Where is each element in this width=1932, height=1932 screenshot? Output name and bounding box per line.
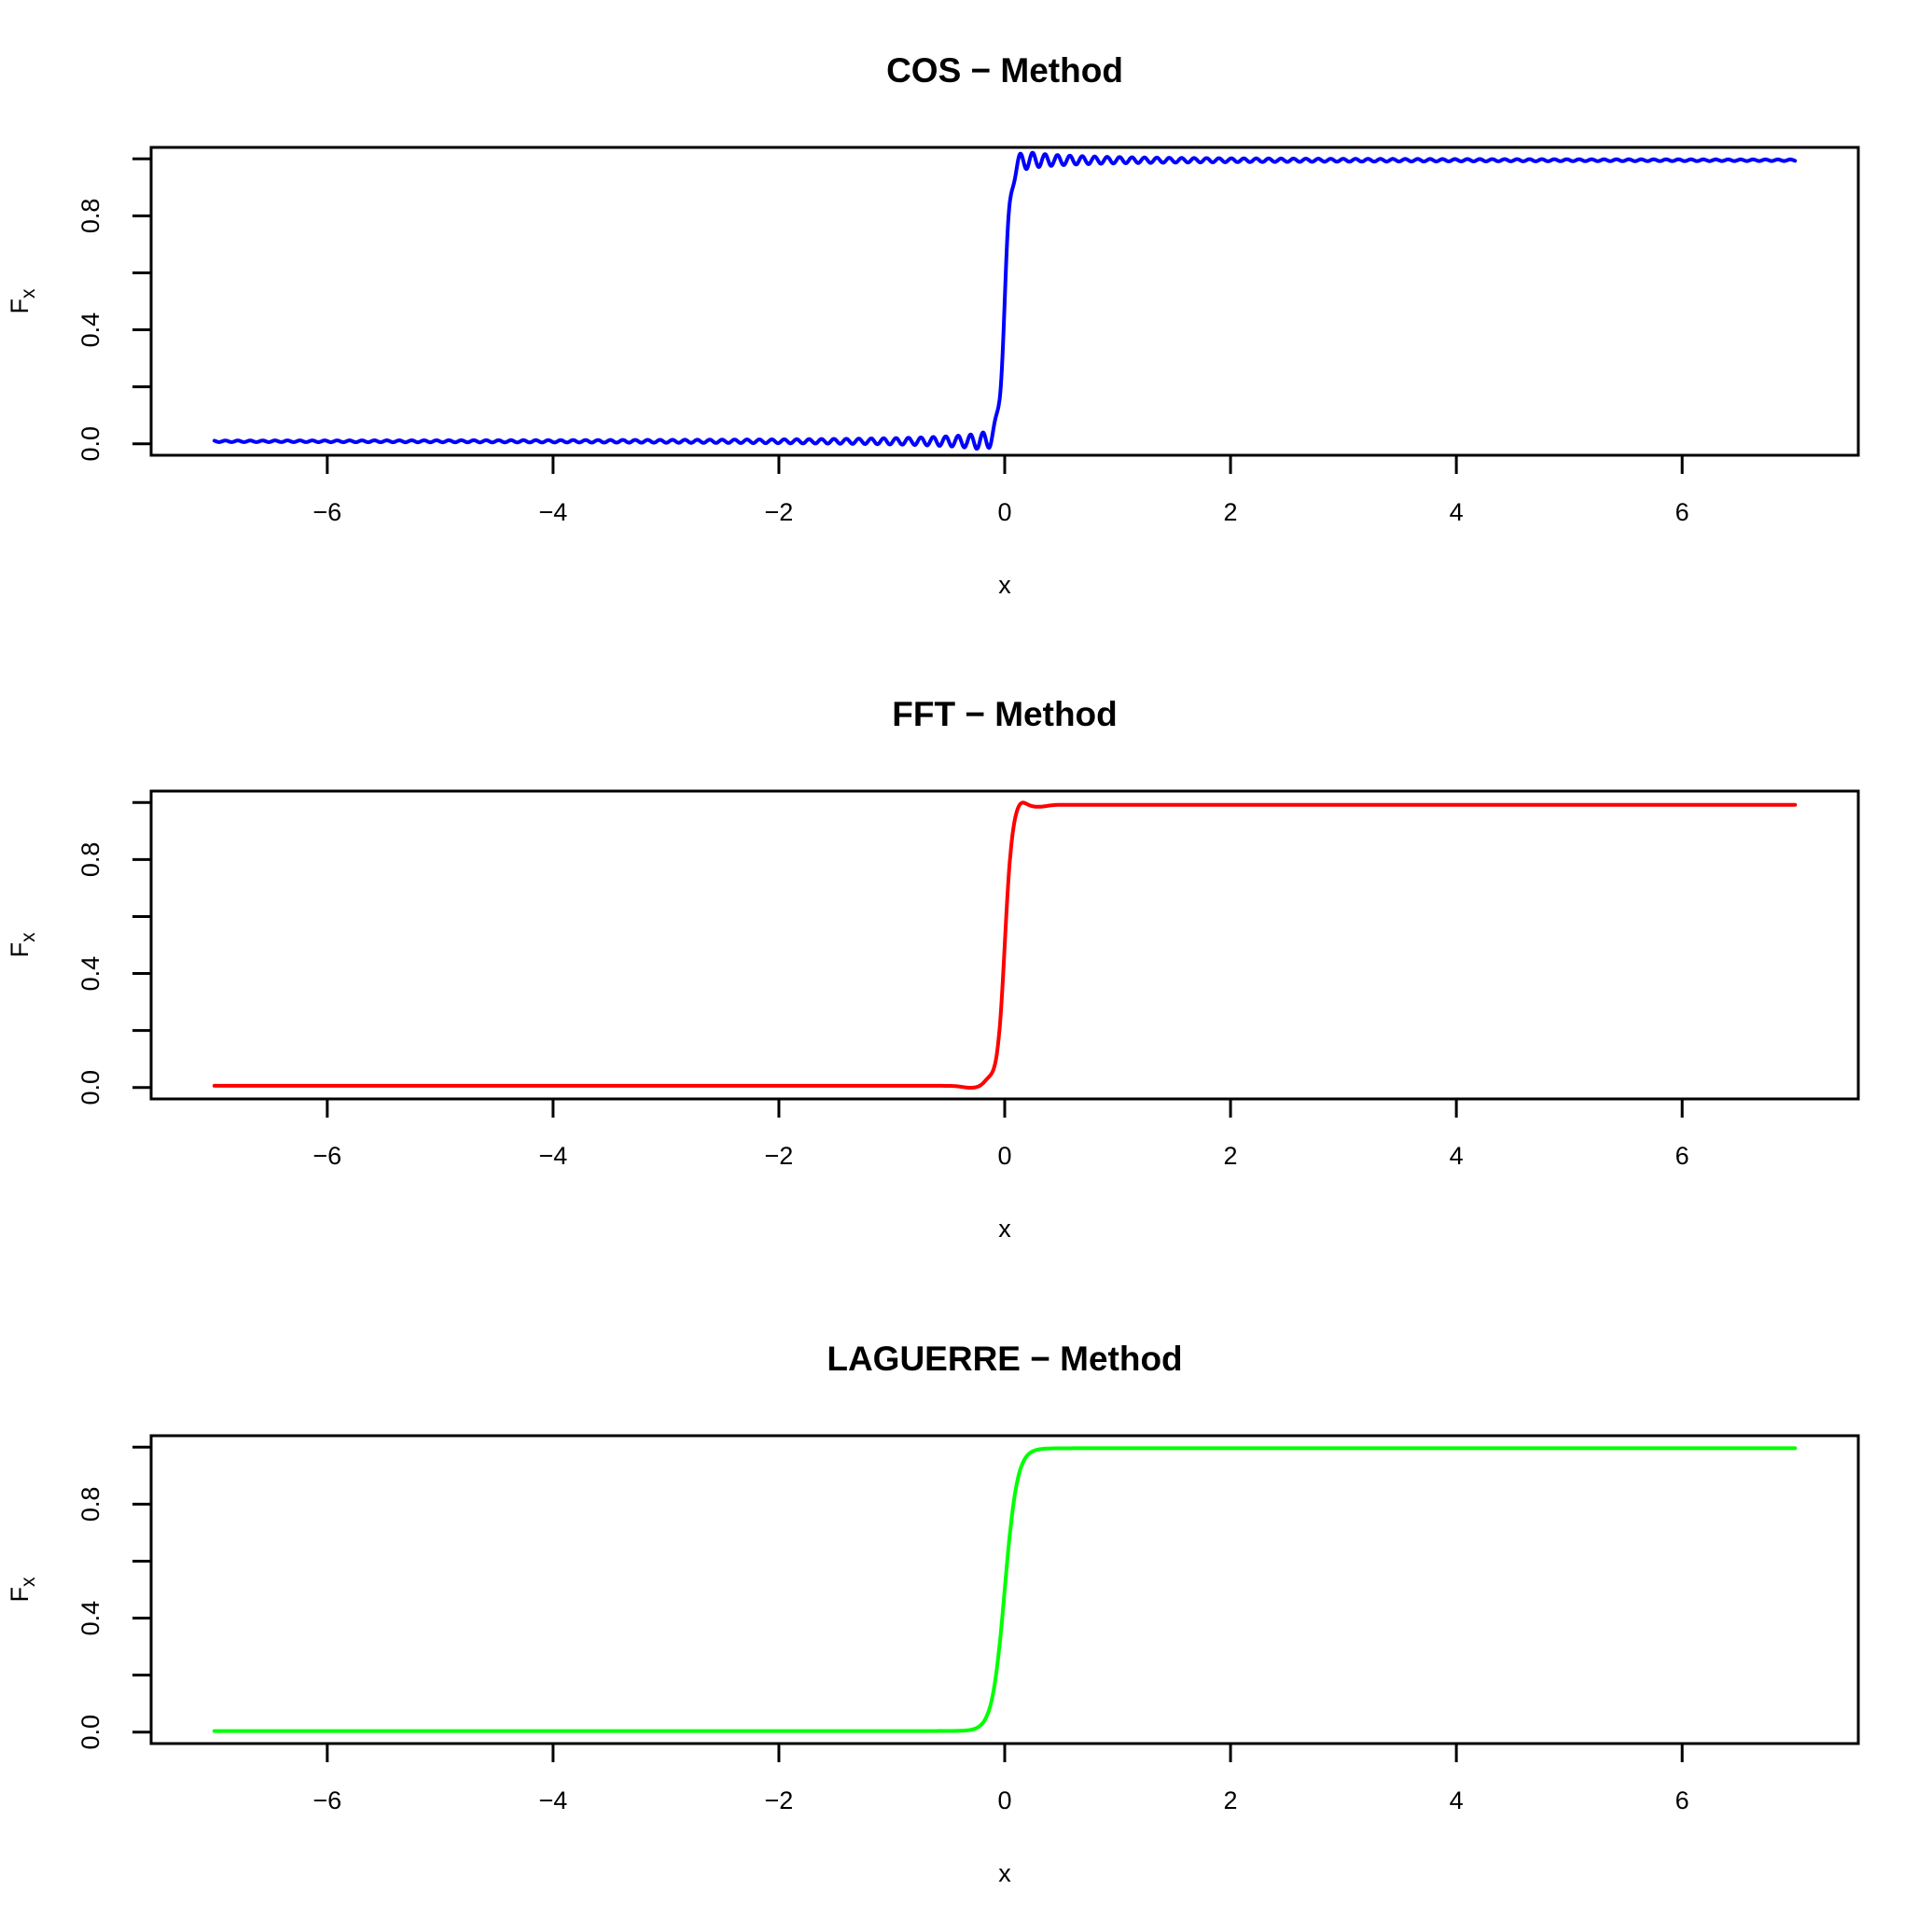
x-tick-label: −2 bbox=[765, 1142, 794, 1170]
y-tick-label: 0.8 bbox=[76, 1487, 104, 1522]
chart-panel: LAGUERRE − Method −6 −4 −2 0 2 4 6 x 0.0 0.4 0.8 Fx bbox=[6, 1340, 1860, 1887]
x-tick-label: 2 bbox=[1224, 1142, 1238, 1170]
cos-curve bbox=[212, 150, 1798, 451]
x-axis-label: x bbox=[998, 1215, 1011, 1243]
x-tick-label: 2 bbox=[1224, 498, 1238, 526]
x-axis-label: x bbox=[998, 1859, 1011, 1887]
laguerre-curve bbox=[212, 1446, 1798, 1733]
chart-title: LAGUERRE − Method bbox=[827, 1340, 1182, 1378]
y-tick-label: 0.0 bbox=[76, 1070, 104, 1105]
x-tick-label: −4 bbox=[538, 1786, 567, 1814]
x-tick-label: −4 bbox=[538, 498, 567, 526]
chart-panel: COS − Method −6 −4 −2 0 2 4 6 x 0.0 0.4 0.8 Fx bbox=[6, 51, 1860, 599]
y-tick-label: 0.4 bbox=[76, 1601, 104, 1636]
y-axis-label: Fx bbox=[6, 288, 39, 314]
x-tick-label: −6 bbox=[313, 1142, 341, 1170]
x-tick-label: 4 bbox=[1450, 1142, 1464, 1170]
chart-title: COS − Method bbox=[886, 51, 1123, 90]
chart-panel: FFT − Method −6 −4 −2 0 2 4 6 x 0.0 0.4 0.8 Fx bbox=[6, 695, 1860, 1243]
y-axis-label: Fx bbox=[6, 932, 39, 958]
x-tick-label: −6 bbox=[313, 498, 341, 526]
x-tick-label: 0 bbox=[997, 1786, 1011, 1814]
y-tick-label: 0.0 bbox=[76, 1715, 104, 1750]
x-tick-label: 2 bbox=[1224, 1786, 1238, 1814]
x-tick-label: 4 bbox=[1450, 1786, 1464, 1814]
x-tick-label: 4 bbox=[1450, 498, 1464, 526]
x-tick-label: 0 bbox=[997, 498, 1011, 526]
x-tick-label: 6 bbox=[1675, 498, 1689, 526]
y-tick-label: 0.8 bbox=[76, 199, 104, 234]
x-tick-label: −2 bbox=[765, 1786, 794, 1814]
x-tick-label: −2 bbox=[765, 498, 794, 526]
x-tick-label: 6 bbox=[1675, 1786, 1689, 1814]
y-tick-label: 0.4 bbox=[76, 956, 104, 992]
x-tick-label: 6 bbox=[1675, 1142, 1689, 1170]
fft-curve bbox=[212, 800, 1798, 1090]
chart-title: FFT − Method bbox=[892, 695, 1118, 733]
y-axis-label: Fx bbox=[6, 1577, 39, 1603]
y-tick-label: 0.8 bbox=[76, 842, 104, 878]
x-tick-label: 0 bbox=[997, 1142, 1011, 1170]
x-axis-label: x bbox=[998, 571, 1011, 599]
x-tick-label: −6 bbox=[313, 1786, 341, 1814]
y-tick-label: 0.4 bbox=[76, 313, 104, 348]
x-tick-label: −4 bbox=[538, 1142, 567, 1170]
y-tick-label: 0.0 bbox=[76, 426, 104, 462]
